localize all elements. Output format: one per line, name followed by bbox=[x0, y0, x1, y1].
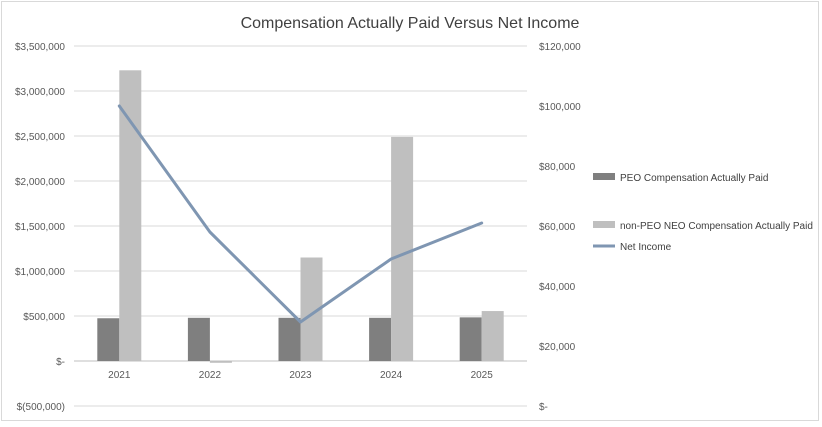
x-tick-label: 2025 bbox=[471, 370, 494, 381]
bar-peo-compensation-actually-paid-2024 bbox=[369, 317, 392, 361]
left-tick-label: $1,000,000 bbox=[15, 267, 65, 278]
left-tick-label: $500,000 bbox=[23, 312, 65, 323]
left-tick-label: $(500,000) bbox=[17, 402, 65, 413]
right-tick-label: $80,000 bbox=[539, 162, 576, 173]
chart-frame: Compensation Actually Paid Versus Net In… bbox=[1, 1, 819, 421]
legend-swatch bbox=[593, 173, 615, 180]
left-tick-label: $2,500,000 bbox=[15, 132, 65, 143]
left-axis: $(500,000) $- $500,000 $1,000,000 $1,500,000… bbox=[15, 42, 65, 413]
bar-peo-compensation-actually-paid-2021 bbox=[97, 318, 120, 361]
left-tick-label: $- bbox=[56, 357, 65, 368]
right-axis: $- $20,000 $40,000 $60,000 $80,000 $100,000 $1… bbox=[539, 42, 581, 413]
x-tick-label: 2024 bbox=[380, 370, 403, 381]
net-income-line bbox=[117, 104, 484, 324]
legend-swatch bbox=[593, 221, 615, 228]
bar-peo-compensation-actually-paid-2023 bbox=[278, 317, 301, 361]
left-tick-label: $3,000,000 bbox=[15, 87, 65, 98]
legend: PEO Compensation Actually Paid non-PEO NE… bbox=[593, 173, 813, 253]
left-tick-label: $1,500,000 bbox=[15, 222, 65, 233]
chart-svg: Compensation Actually Paid Versus Net In… bbox=[15, 15, 813, 413]
bar-non-peo-neo-compensation-actually-paid-2023 bbox=[300, 257, 323, 361]
right-tick-label: $40,000 bbox=[539, 282, 576, 293]
bar-non-peo-neo-compensation-actually-paid-2021 bbox=[119, 70, 142, 362]
right-tick-label: $60,000 bbox=[539, 222, 576, 233]
chart-title: Compensation Actually Paid Versus Net In… bbox=[241, 15, 580, 32]
legend-label: non-PEO NEO Compensation Actually Paid bbox=[620, 221, 813, 232]
bar-peo-compensation-actually-paid-2025 bbox=[459, 317, 482, 361]
net-income-line-layer bbox=[117, 104, 484, 324]
legend-label: PEO Compensation Actually Paid bbox=[620, 173, 768, 184]
right-tick-label: $20,000 bbox=[539, 342, 576, 353]
x-axis: 2021 2022 2023 2024 2025 bbox=[108, 370, 493, 381]
legend-label: Net Income bbox=[620, 242, 672, 253]
right-tick-label: $- bbox=[539, 402, 548, 413]
bar-peo-compensation-actually-paid-2022 bbox=[187, 317, 210, 361]
bar-non-peo-neo-compensation-actually-paid-2025 bbox=[481, 311, 504, 361]
bar-non-peo-neo-compensation-actually-paid-2024 bbox=[391, 136, 414, 361]
left-tick-label: $2,000,000 bbox=[15, 177, 65, 188]
bars bbox=[97, 70, 504, 363]
x-tick-label: 2023 bbox=[289, 370, 312, 381]
x-tick-label: 2021 bbox=[108, 370, 131, 381]
x-tick-label: 2022 bbox=[199, 370, 222, 381]
right-tick-label: $120,000 bbox=[539, 42, 581, 53]
bar-non-peo-neo-compensation-actually-paid-2022 bbox=[209, 361, 232, 363]
left-tick-label: $3,500,000 bbox=[15, 42, 65, 53]
right-tick-label: $100,000 bbox=[539, 102, 581, 113]
